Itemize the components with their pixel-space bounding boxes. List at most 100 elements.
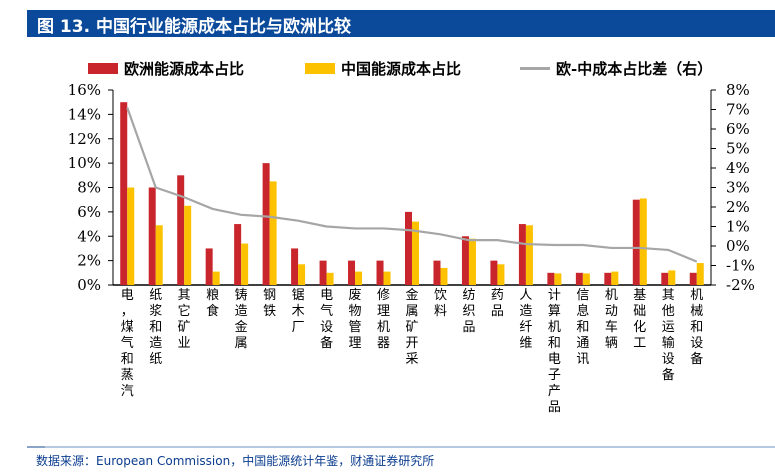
bar-china bbox=[269, 181, 277, 285]
bar-europe bbox=[433, 260, 441, 285]
bar-china bbox=[440, 267, 448, 285]
bar-china bbox=[525, 225, 533, 285]
right-tick-label: 3% bbox=[726, 179, 750, 197]
category-label: 信息和通讯 bbox=[576, 288, 589, 367]
left-tick-label: 4% bbox=[77, 227, 101, 245]
category-label: 计算机和电子产品 bbox=[548, 288, 561, 415]
bar-china bbox=[383, 271, 391, 285]
bar-china bbox=[611, 271, 619, 285]
bar-china bbox=[412, 221, 419, 285]
left-tick-label: 8% bbox=[77, 179, 101, 197]
category-label: 铸造金属 bbox=[235, 287, 248, 351]
category-label: 基础化工 bbox=[633, 288, 646, 351]
right-tick-label: -2% bbox=[726, 276, 755, 294]
bar-china bbox=[212, 271, 220, 285]
category-label: 修理机器 bbox=[377, 288, 390, 351]
chart-legend: 欧洲能源成本占比 中国能源成本占比 欧-中成本占比差（右） bbox=[0, 58, 775, 82]
category-label: 纸浆和造纸 bbox=[149, 288, 162, 367]
legend-item-europe: 欧洲能源成本占比 bbox=[88, 58, 244, 79]
bar-china bbox=[155, 225, 163, 285]
legend-item-china: 中国能源成本占比 bbox=[305, 58, 461, 79]
category-label: 药品 bbox=[491, 288, 504, 319]
bar-europe bbox=[148, 187, 156, 285]
right-tick-label: 2% bbox=[726, 198, 750, 216]
left-tick-label: 14% bbox=[68, 105, 101, 123]
bar-china bbox=[497, 264, 505, 285]
category-label: 机械和设备 bbox=[690, 288, 703, 367]
figure-title: 图 13. 中国行业能源成本占比与欧洲比较 bbox=[37, 17, 351, 37]
left-tick-label: 10% bbox=[68, 154, 101, 172]
bar-china bbox=[582, 273, 590, 285]
right-tick-label: 4% bbox=[726, 159, 750, 177]
legend-swatch-europe bbox=[88, 63, 118, 74]
category-label: 金属矿开采 bbox=[405, 287, 418, 367]
bar-china bbox=[326, 272, 334, 285]
left-tick-label: 6% bbox=[77, 203, 101, 221]
bar-china bbox=[355, 271, 363, 285]
category-labels: 电，煤气和蒸汽 纸浆和造纸 其它矿业 粮食 铸造金属 钢铁 锯木厂 电气设备 废物管理 修理机器 金… bbox=[121, 287, 704, 415]
category-label: 其他运输设备 bbox=[662, 288, 675, 383]
bar-europe bbox=[262, 163, 270, 285]
left-tick-label: 2% bbox=[77, 252, 101, 270]
figure-title-bar: 图 13. 中国行业能源成本占比与欧洲比较 bbox=[27, 10, 775, 37]
bar-china bbox=[241, 243, 249, 285]
bar-china bbox=[468, 238, 476, 285]
left-tick-label: 0% bbox=[77, 276, 101, 294]
right-tick-label: 5% bbox=[726, 140, 750, 158]
bars bbox=[120, 102, 704, 285]
right-tick-label: 1% bbox=[726, 218, 750, 236]
bar-europe bbox=[234, 224, 242, 285]
bar-china bbox=[127, 187, 135, 285]
data-source: 数据来源：European Commission，中国能源统计年鉴，财通证券研究… bbox=[36, 454, 435, 468]
legend-label-china: 中国能源成本占比 bbox=[341, 60, 462, 78]
bar-europe bbox=[120, 102, 128, 285]
bar-europe bbox=[205, 248, 213, 285]
footer-divider-accent bbox=[27, 446, 45, 448]
bar-europe bbox=[632, 199, 640, 285]
bar-china bbox=[554, 273, 562, 285]
bar-china bbox=[639, 198, 647, 285]
bar-europe bbox=[177, 175, 185, 285]
legend-item-diff: 欧-中成本占比差（右） bbox=[520, 58, 712, 79]
bar-europe bbox=[348, 260, 356, 285]
legend-label-europe: 欧洲能源成本占比 bbox=[124, 60, 245, 78]
category-label: 机动车辆 bbox=[605, 288, 618, 351]
right-tick-label: 0% bbox=[726, 237, 750, 255]
category-label: 锯木厂 bbox=[292, 288, 305, 335]
legend-swatch-china bbox=[305, 63, 335, 74]
bar-europe bbox=[604, 272, 612, 285]
bar-europe bbox=[461, 236, 469, 285]
bar-china bbox=[668, 270, 676, 285]
bar-europe bbox=[575, 272, 583, 285]
bar-europe bbox=[291, 248, 299, 285]
bar-europe bbox=[547, 272, 555, 285]
legend-swatch-diff bbox=[520, 67, 550, 70]
category-label: 废物管理 bbox=[349, 287, 362, 351]
category-label: 饮料 bbox=[434, 288, 447, 319]
footer-divider bbox=[27, 446, 775, 448]
category-label: 其它矿业 bbox=[178, 288, 191, 351]
bar-europe bbox=[490, 260, 498, 285]
diff-line-layer bbox=[126, 107, 698, 263]
left-tick-label: 16% bbox=[68, 81, 101, 99]
axes: 0%2%4%6%8%10%12%14%16%-2%-1%0%1%2%3%4%5%… bbox=[68, 81, 755, 294]
right-tick-label: 8% bbox=[726, 81, 750, 99]
bar-europe bbox=[689, 272, 697, 285]
right-tick-label: 6% bbox=[726, 120, 750, 138]
bar-europe bbox=[661, 272, 669, 285]
bar-europe bbox=[376, 260, 384, 285]
category-label: 电气设备 bbox=[320, 288, 333, 351]
category-label: 人造纤维 bbox=[519, 288, 532, 351]
right-tick-label: 7% bbox=[726, 101, 750, 119]
legend-label-diff: 欧-中成本占比差（右） bbox=[556, 60, 713, 78]
category-label: 钢铁 bbox=[263, 288, 276, 319]
bar-china bbox=[696, 263, 704, 285]
left-tick-label: 12% bbox=[68, 130, 101, 148]
bar-china bbox=[184, 205, 192, 285]
category-label: 电，煤气和蒸汽 bbox=[121, 288, 134, 399]
bar-china bbox=[298, 264, 306, 285]
category-label: 粮食 bbox=[206, 288, 219, 319]
category-label: 纺织品 bbox=[462, 288, 475, 335]
bar-europe bbox=[518, 224, 526, 285]
